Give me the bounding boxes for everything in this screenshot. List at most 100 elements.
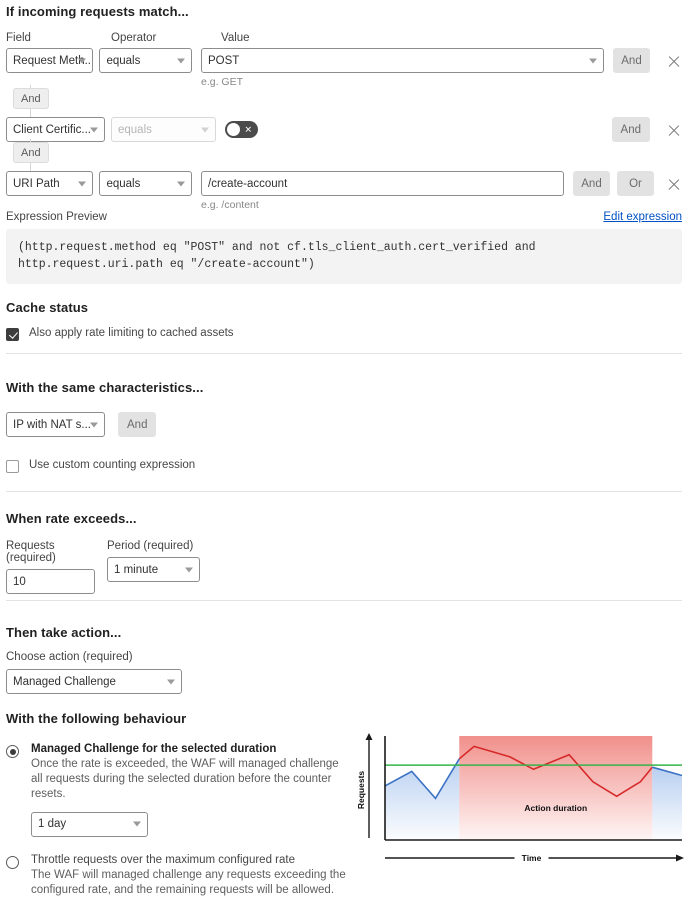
cached-assets-checkbox[interactable] (6, 328, 19, 341)
section-divider (6, 600, 682, 601)
rule-column-headers: Field Operator Value (6, 32, 682, 44)
behaviour-option-title: Managed Challenge for the selected durat… (31, 743, 277, 755)
behaviour-option-duration[interactable]: Managed Challenge for the selected durat… (6, 743, 351, 837)
value-select-text: POST (208, 54, 240, 67)
expression-preview-section: Expression Preview Edit expression (http… (6, 211, 682, 284)
row-connector: And (6, 85, 682, 120)
svg-text:Requests: Requests (356, 771, 366, 810)
characteristic-select-value: IP with NAT s... (13, 418, 91, 431)
column-header-value: Value (221, 32, 250, 44)
rule-row: Client Certific... equals ✕ And (6, 117, 682, 142)
operator-select[interactable]: equals (99, 171, 192, 196)
operator-select-value: equals (106, 54, 141, 67)
connector-and-button[interactable]: And (13, 88, 49, 109)
svg-text:Action duration: Action duration (524, 803, 587, 813)
chevron-down-icon (589, 58, 597, 63)
cached-assets-label: Also apply rate limiting to cached asset… (29, 327, 234, 339)
rate-section: When rate exceeds... Requests (required)… (6, 511, 200, 594)
custom-counting-checkbox[interactable] (6, 460, 19, 473)
period-label: Period (required) (107, 540, 194, 552)
rate-title: When rate exceeds... (6, 511, 137, 526)
chevron-down-icon (90, 422, 98, 427)
toggle-knob (227, 123, 240, 136)
behaviour-radio-duration[interactable] (6, 745, 19, 758)
operator-select-value: equals (118, 123, 152, 136)
action-select-value: Managed Challenge (13, 675, 116, 688)
operator-select[interactable]: equals (99, 48, 192, 73)
value-hint: e.g. /content (201, 199, 259, 211)
action-section: Then take action... Choose action (requi… (6, 625, 182, 694)
field-select-value: Client Certific... (13, 123, 91, 136)
chevron-down-icon (167, 679, 175, 684)
add-characteristic-and-button[interactable]: And (118, 412, 157, 437)
behaviour-option-description: The WAF will managed challenge any reque… (31, 868, 346, 896)
behaviour-option-throttle[interactable]: Throttle requests over the maximum confi… (6, 854, 351, 898)
field-select-value: URI Path (13, 177, 60, 190)
column-header-operator: Operator (111, 32, 157, 44)
match-section-title: If incoming requests match... (6, 4, 189, 19)
remove-row-icon[interactable] (666, 122, 682, 138)
svg-text:Time: Time (522, 853, 542, 863)
value-hint: e.g. GET (201, 76, 244, 88)
chevron-down-icon (201, 127, 209, 132)
characteristics-row: IP with NAT s... And (6, 412, 203, 437)
chevron-down-icon (78, 58, 87, 63)
rule-row: Request Meth... equals POST e.g. GET And (6, 48, 682, 88)
characteristics-section: With the same characteristics... IP with… (6, 380, 203, 473)
behaviour-radio-throttle[interactable] (6, 855, 19, 869)
characteristic-select[interactable]: IP with NAT s... (6, 412, 105, 437)
action-title: Then take action... (6, 625, 122, 640)
value-select-method[interactable]: POST (201, 48, 604, 73)
cached-assets-option[interactable]: Also apply rate limiting to cached asset… (6, 327, 234, 341)
cache-status-title: Cache status (6, 300, 89, 315)
duration-select[interactable]: 1 day (31, 811, 148, 837)
edit-expression-link[interactable]: Edit expression (603, 211, 682, 223)
connector-and-button[interactable]: And (13, 142, 49, 163)
expression-preview-label: Expression Preview (6, 211, 107, 223)
rate-limit-illustration-chart: Requests Time Action duration (355, 730, 688, 868)
chevron-down-icon (78, 181, 87, 186)
chevron-down-icon (177, 181, 185, 186)
and-button[interactable]: And (611, 117, 650, 142)
expression-preview-header: Expression Preview Edit expression (6, 211, 682, 223)
remove-row-icon[interactable] (666, 176, 682, 192)
cert-verified-toggle[interactable]: ✕ (225, 121, 258, 138)
field-select-uri-path[interactable]: URI Path (6, 171, 94, 196)
section-divider (6, 353, 682, 354)
period-select[interactable]: 1 minute (107, 557, 200, 582)
expression-preview-text: (http.request.method eq "POST" and not c… (6, 229, 682, 284)
requests-label: Requests (required) (6, 540, 56, 564)
behaviour-option-description: Once the rate is exceeded, the WAF will … (31, 758, 339, 801)
rule-builder: Field Operator Value Request Meth... equ… (6, 32, 682, 211)
and-button[interactable]: And (573, 171, 610, 196)
column-header-field: Field (6, 32, 31, 44)
behaviour-option-title: Throttle requests over the maximum confi… (31, 853, 295, 866)
field-select-client-certificate[interactable]: Client Certific... (6, 117, 105, 142)
chevron-down-icon (133, 821, 141, 827)
and-button[interactable]: And (613, 48, 650, 73)
remove-row-icon[interactable] (666, 53, 682, 69)
requests-input[interactable] (6, 569, 95, 594)
chevron-down-icon (177, 58, 185, 63)
chevron-down-icon (185, 567, 193, 572)
field-select-value: Request Meth... (13, 54, 94, 67)
rate-limiting-rule-form: If incoming requests match... Field Oper… (0, 0, 688, 868)
period-select-value: 1 minute (114, 563, 159, 576)
operator-select-value: equals (106, 177, 141, 190)
custom-counting-label: Use custom counting expression (29, 459, 196, 471)
choose-action-label: Choose action (required) (6, 651, 133, 663)
chevron-down-icon (90, 127, 98, 132)
behaviour-section: With the following behaviour Managed Cha… (6, 711, 351, 898)
rule-row: URI Path equals e.g. /content And Or (6, 171, 682, 211)
close-icon: ✕ (244, 124, 252, 134)
custom-counting-option[interactable]: Use custom counting expression (6, 459, 203, 473)
uri-path-value-input[interactable] (201, 171, 564, 196)
action-select[interactable]: Managed Challenge (6, 669, 182, 694)
or-button[interactable]: Or (617, 171, 654, 196)
characteristics-title: With the same characteristics... (6, 380, 204, 395)
duration-select-value: 1 day (38, 818, 67, 831)
section-divider (6, 491, 682, 492)
field-select-request-method[interactable]: Request Meth... (6, 48, 94, 73)
operator-select-disabled: equals (111, 117, 216, 142)
rate-inputs: Requests (required) Period (required) 1 … (6, 540, 200, 594)
